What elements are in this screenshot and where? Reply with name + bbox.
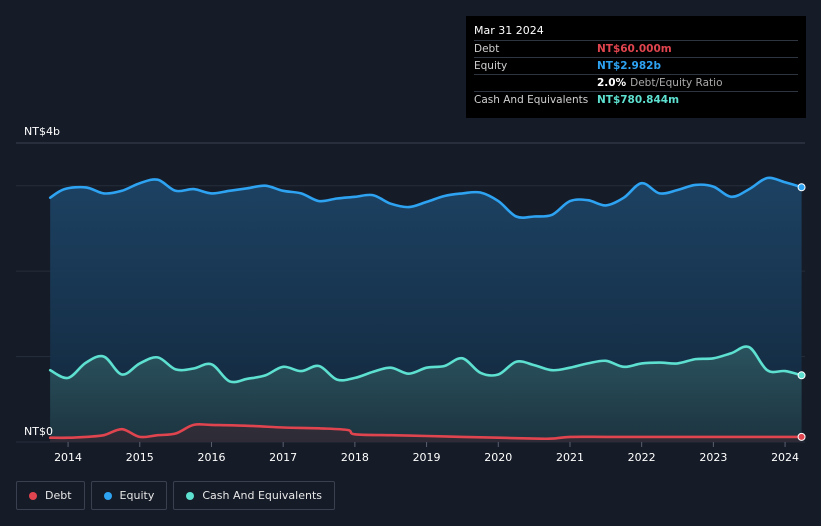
series-endpoints: [797, 183, 806, 441]
tooltip-value: NT$780.844m: [597, 94, 680, 106]
debt-endpoint-marker: [797, 432, 806, 441]
x-tick-label: 2023: [699, 451, 727, 464]
cash-endpoint-marker: [797, 371, 806, 380]
legend-item-cash[interactable]: Cash And Equivalents: [173, 481, 335, 510]
tooltip-label: Equity: [474, 60, 508, 72]
tooltip-panel: Mar 31 2024 Debt NT$60.000m Equity NT$2.…: [466, 16, 806, 118]
legend-dot-equity: [103, 491, 112, 500]
x-tick-label: 2024: [771, 451, 799, 464]
tooltip-value: NT$60.000m: [597, 43, 672, 55]
tooltip-label: [474, 75, 597, 91]
legend-label: Debt: [45, 489, 72, 502]
x-tick-label: 2019: [413, 451, 441, 464]
cash-line: [48, 345, 803, 384]
series-lines: [48, 176, 803, 441]
tooltip-value: 2.0%: [597, 77, 627, 89]
y-tick-top-label: NT$4b: [24, 125, 60, 138]
tooltip-row-debt: Debt NT$60.000m: [474, 40, 798, 57]
x-tick-label: 2020: [484, 451, 512, 464]
equity-endpoint-marker: [797, 183, 806, 192]
x-tick-label: 2021: [556, 451, 584, 464]
x-axis: 2014 2015 2016 2017 2018 2019 2020 2021 2022 2023…: [54, 442, 799, 464]
tooltip-label: Cash And Equivalents: [474, 94, 589, 106]
legend-dot-debt: [29, 491, 37, 500]
chart-legend: Debt Equity Cash And Equivalents: [16, 481, 335, 510]
legend-item-debt[interactable]: Debt: [16, 481, 85, 510]
x-tick-label: 2016: [197, 451, 225, 464]
legend-label: Equity: [119, 489, 155, 502]
x-tick-label: 2022: [628, 451, 656, 464]
tooltip-ratio-caption: Debt/Equity Ratio: [630, 77, 723, 89]
x-tick-label: 2018: [341, 451, 369, 464]
x-tick-label: 2015: [126, 451, 154, 464]
tooltip-row-equity: Equity NT$2.982b: [474, 57, 798, 74]
y-tick-bottom-label: NT$0: [24, 425, 53, 438]
x-tick-label: 2017: [269, 451, 297, 464]
debt-line: [48, 422, 803, 441]
tooltip-label: Debt: [474, 43, 500, 55]
tooltip-row-ratio: 2.0% Debt/Equity Ratio: [474, 74, 798, 91]
equity-line: [48, 176, 803, 219]
legend-item-equity[interactable]: Equity: [90, 481, 168, 510]
tooltip-date: Mar 31 2024: [474, 24, 544, 37]
x-tick-label: 2014: [54, 451, 82, 464]
legend-label: Cash And Equivalents: [202, 489, 322, 502]
tooltip-row-cash: Cash And Equivalents NT$780.844m: [474, 91, 798, 108]
legend-dot-cash: [186, 491, 195, 500]
tooltip-value: NT$2.982b: [597, 60, 661, 72]
series-areas: [50, 177, 802, 443]
cash-area: [50, 346, 802, 442]
